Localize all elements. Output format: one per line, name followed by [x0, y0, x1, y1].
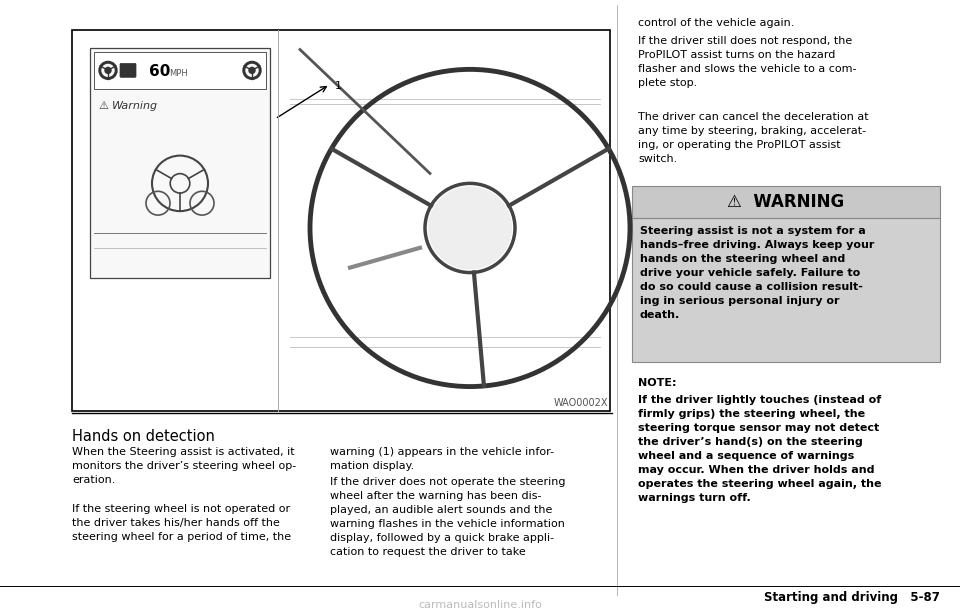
- Text: Hands on detection: Hands on detection: [72, 429, 215, 444]
- Circle shape: [99, 62, 117, 79]
- Text: Warning: Warning: [112, 101, 158, 111]
- Text: WAO0002X: WAO0002X: [554, 398, 608, 408]
- Text: carmanualsonline.info: carmanualsonline.info: [418, 599, 542, 610]
- Text: MPH: MPH: [169, 69, 188, 78]
- FancyBboxPatch shape: [94, 51, 266, 89]
- FancyBboxPatch shape: [72, 30, 610, 411]
- Text: ⚠  WARNING: ⚠ WARNING: [728, 193, 845, 211]
- Text: ⚠: ⚠: [98, 101, 108, 111]
- Circle shape: [102, 64, 114, 76]
- Text: NOTE:: NOTE:: [638, 378, 677, 387]
- Circle shape: [428, 186, 512, 269]
- Text: If the steering wheel is not operated or
the driver takes his/her hands off the
: If the steering wheel is not operated or…: [72, 503, 291, 541]
- Circle shape: [243, 62, 261, 79]
- Circle shape: [249, 67, 255, 73]
- Circle shape: [105, 67, 111, 73]
- FancyBboxPatch shape: [632, 218, 940, 362]
- FancyBboxPatch shape: [90, 48, 270, 277]
- Text: Steering assist is not a system for a
hands–free driving. Always keep your
hands: Steering assist is not a system for a ha…: [640, 226, 875, 320]
- Text: Starting and driving   5-87: Starting and driving 5-87: [764, 591, 940, 604]
- Text: 60: 60: [149, 64, 170, 79]
- Text: warning (1) appears in the vehicle infor-
mation display.: warning (1) appears in the vehicle infor…: [330, 447, 554, 471]
- Text: The driver can cancel the deceleration at
any time by steering, braking, acceler: The driver can cancel the deceleration a…: [638, 112, 869, 164]
- Text: When the Steering assist is activated, it
monitors the driver’s steering wheel o: When the Steering assist is activated, i…: [72, 447, 297, 485]
- Text: If the driver lightly touches (instead of
firmly grips) the steering wheel, the
: If the driver lightly touches (instead o…: [638, 395, 881, 503]
- Text: control of the vehicle again.: control of the vehicle again.: [638, 18, 794, 28]
- FancyBboxPatch shape: [120, 64, 136, 78]
- Circle shape: [246, 64, 258, 76]
- Text: If the driver still does not respond, the
ProPILOT assist turns on the hazard
fl: If the driver still does not respond, th…: [638, 35, 856, 88]
- FancyBboxPatch shape: [632, 186, 940, 218]
- Text: 1: 1: [335, 81, 342, 91]
- Text: If the driver does not operate the steering
wheel after the warning has been dis: If the driver does not operate the steer…: [330, 477, 565, 557]
